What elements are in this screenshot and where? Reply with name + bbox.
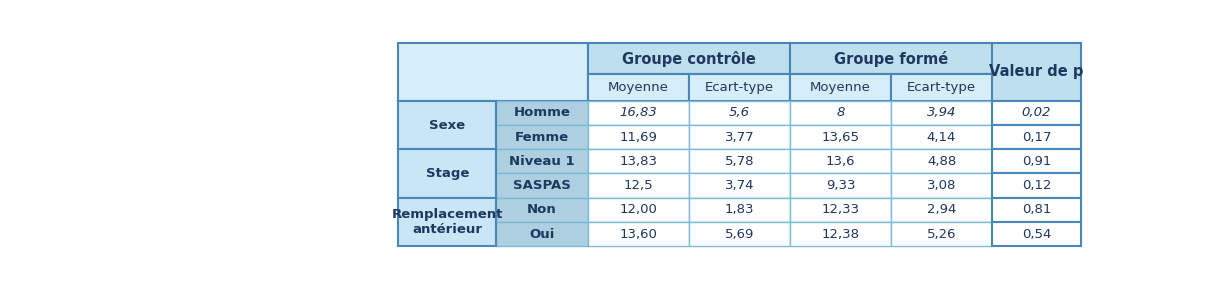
Text: SASPAS: SASPAS bbox=[513, 179, 570, 192]
Text: 8: 8 bbox=[837, 106, 844, 119]
Text: 0,17: 0,17 bbox=[1021, 131, 1052, 144]
Text: 0,12: 0,12 bbox=[1021, 179, 1052, 192]
Bar bbox=[496, 222, 589, 246]
Text: Moyenne: Moyenne bbox=[608, 81, 669, 94]
Text: 2,94: 2,94 bbox=[927, 203, 956, 216]
Bar bbox=[496, 198, 589, 222]
Text: 0,02: 0,02 bbox=[1021, 106, 1052, 119]
Text: Ecart-type: Ecart-type bbox=[706, 81, 774, 94]
Text: 12,38: 12,38 bbox=[821, 227, 860, 241]
Bar bbox=[589, 222, 689, 246]
Bar bbox=[589, 125, 689, 149]
Bar bbox=[790, 198, 891, 222]
Bar bbox=[398, 101, 496, 149]
Bar bbox=[993, 222, 1081, 246]
Bar bbox=[790, 125, 891, 149]
Bar bbox=[993, 101, 1081, 125]
Bar bbox=[398, 149, 496, 198]
Bar bbox=[790, 101, 891, 125]
Bar bbox=[689, 74, 790, 101]
Text: 0,81: 0,81 bbox=[1021, 203, 1052, 216]
Text: 13,65: 13,65 bbox=[821, 131, 860, 144]
Text: Groupe contrôle: Groupe contrôle bbox=[622, 51, 756, 66]
Bar bbox=[790, 74, 891, 101]
Bar bbox=[891, 125, 993, 149]
Bar bbox=[689, 125, 790, 149]
Bar bbox=[589, 174, 689, 198]
Bar bbox=[496, 149, 589, 174]
Text: 4,88: 4,88 bbox=[927, 155, 956, 168]
Text: 5,69: 5,69 bbox=[725, 227, 754, 241]
Bar bbox=[689, 149, 790, 174]
Bar bbox=[496, 101, 589, 125]
Text: 12,33: 12,33 bbox=[821, 203, 860, 216]
Text: 13,6: 13,6 bbox=[826, 155, 855, 168]
Text: 0,54: 0,54 bbox=[1021, 227, 1052, 241]
Bar bbox=[993, 43, 1081, 101]
Bar bbox=[891, 174, 993, 198]
Bar bbox=[589, 149, 689, 174]
Text: 5,6: 5,6 bbox=[730, 106, 750, 119]
Bar bbox=[589, 43, 790, 74]
Text: Stage: Stage bbox=[426, 167, 469, 180]
Text: Femme: Femme bbox=[515, 131, 569, 144]
Text: 9,33: 9,33 bbox=[826, 179, 855, 192]
Text: 4,14: 4,14 bbox=[927, 131, 956, 144]
Text: 13,60: 13,60 bbox=[620, 227, 657, 241]
Bar bbox=[790, 222, 891, 246]
Bar bbox=[398, 198, 496, 246]
Text: Groupe formé: Groupe formé bbox=[833, 51, 948, 66]
Text: 16,83: 16,83 bbox=[620, 106, 657, 119]
Bar bbox=[790, 174, 891, 198]
Text: 11,69: 11,69 bbox=[620, 131, 657, 144]
Bar bbox=[589, 74, 689, 101]
Bar bbox=[891, 222, 993, 246]
Text: Oui: Oui bbox=[529, 227, 555, 241]
Bar bbox=[790, 43, 993, 74]
Bar bbox=[589, 101, 689, 125]
Text: 5,78: 5,78 bbox=[725, 155, 754, 168]
Text: Non: Non bbox=[527, 203, 557, 216]
Bar bbox=[689, 222, 790, 246]
Bar bbox=[589, 198, 689, 222]
Bar bbox=[496, 125, 589, 149]
Text: Valeur de p: Valeur de p bbox=[989, 64, 1083, 79]
Text: 0,91: 0,91 bbox=[1021, 155, 1052, 168]
Text: 3,08: 3,08 bbox=[927, 179, 956, 192]
Bar bbox=[993, 174, 1081, 198]
Bar bbox=[891, 101, 993, 125]
Bar bbox=[689, 101, 790, 125]
Text: Sexe: Sexe bbox=[429, 118, 466, 131]
Text: 13,83: 13,83 bbox=[620, 155, 657, 168]
Text: 12,5: 12,5 bbox=[624, 179, 654, 192]
Text: Remplacement
antérieur: Remplacement antérieur bbox=[392, 208, 503, 236]
Bar bbox=[891, 149, 993, 174]
Bar bbox=[689, 198, 790, 222]
Bar bbox=[993, 198, 1081, 222]
Bar bbox=[496, 174, 589, 198]
Text: 3,77: 3,77 bbox=[725, 131, 755, 144]
Text: Niveau 1: Niveau 1 bbox=[509, 155, 575, 168]
Text: 5,26: 5,26 bbox=[926, 227, 956, 241]
Text: Moyenne: Moyenne bbox=[810, 81, 871, 94]
Text: Ecart-type: Ecart-type bbox=[907, 81, 976, 94]
Bar bbox=[790, 149, 891, 174]
Bar bbox=[398, 43, 589, 101]
Bar bbox=[993, 149, 1081, 174]
Bar bbox=[891, 74, 993, 101]
Text: 3,94: 3,94 bbox=[927, 106, 956, 119]
Text: Homme: Homme bbox=[514, 106, 570, 119]
Text: 12,00: 12,00 bbox=[620, 203, 657, 216]
Text: 1,83: 1,83 bbox=[725, 203, 754, 216]
Text: 3,74: 3,74 bbox=[725, 179, 754, 192]
Bar bbox=[689, 174, 790, 198]
Bar bbox=[891, 198, 993, 222]
Bar bbox=[993, 125, 1081, 149]
